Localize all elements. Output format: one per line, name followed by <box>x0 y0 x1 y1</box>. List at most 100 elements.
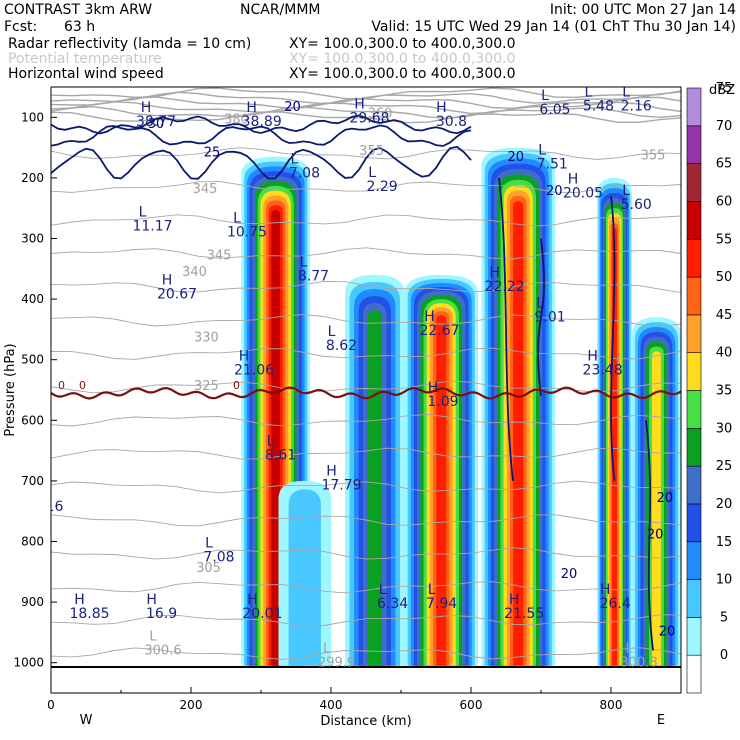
high-low-marker-20: L8.62 <box>326 324 357 354</box>
x-axis-label: Distance (km) <box>320 714 411 729</box>
theta-label-5: 345 <box>193 182 218 197</box>
theta-line-16 <box>51 447 681 460</box>
high-low-marker-2: H38.89 <box>242 100 282 130</box>
high-low-value: 38.77 <box>136 114 176 130</box>
x-end-label-east: E <box>657 713 665 728</box>
high-low-marker-9: L7.08 <box>289 152 320 182</box>
high-low-type: H <box>74 592 85 608</box>
theta-line-21 <box>51 614 681 627</box>
wind-contour-vertical-1 <box>498 177 514 482</box>
high-low-type: L <box>323 642 331 657</box>
colorbar-label-45: 45 <box>716 308 733 323</box>
high-low-type: L <box>536 295 544 311</box>
x-tick-label-3: 400 <box>320 698 343 712</box>
high-low-type: L <box>368 165 376 181</box>
colorbar-label-40: 40 <box>716 346 733 361</box>
high-low-value: 16.9 <box>146 606 177 622</box>
wind-label-5: 20 <box>546 184 563 199</box>
y-tick-label-8: 800 <box>21 535 44 549</box>
high-low-type: H <box>424 309 435 325</box>
high-low-marker-24: L8.61 <box>265 433 296 463</box>
theta-line-3 <box>51 96 681 110</box>
high-low-value: 299.9 <box>318 656 355 671</box>
freezing-level-label-2: 0 <box>79 379 86 392</box>
high-low-type: H <box>436 100 447 116</box>
reflectivity-cell-2-band-2 <box>288 489 321 666</box>
freezing-level-label-1: 0 <box>58 379 65 392</box>
high-low-value: 23.48 <box>583 363 623 379</box>
high-low-type: L <box>267 433 275 449</box>
high-low-type: L <box>541 88 549 104</box>
x-axis: 0 200 400 600 800 <box>47 687 622 712</box>
high-low-marker-16: L8.77 <box>298 255 329 285</box>
wind-label-6: 20 <box>657 491 674 506</box>
y-tick-label-2: 200 <box>21 171 44 185</box>
high-low-marker-5: L6.05 <box>539 88 570 118</box>
x-tick-label-2: 200 <box>180 698 203 712</box>
high-low-marker-4: H30.8 <box>436 100 467 130</box>
colorbar-label-0: 0 <box>720 648 728 663</box>
theta-label-8: 330 <box>194 331 219 346</box>
colorbar-swatch-15 <box>686 541 702 580</box>
high-low-value: 20.67 <box>157 286 197 302</box>
colorbar: 0 5 10 15 20 25 30 35 40 45 50 55 60 65 70 75 <box>686 81 733 694</box>
colorbar-label-15: 15 <box>716 535 733 550</box>
colorbar-label-5: 5 <box>720 610 728 625</box>
high-low-value: 22.22 <box>485 279 525 295</box>
y-tick-label-7: 700 <box>21 474 44 488</box>
high-low-value: 7.94 <box>426 596 457 612</box>
high-low-marker-26: L7.08 <box>203 535 234 565</box>
field-name-reflectivity: Radar reflectivity (lamda = 10 cm) <box>8 36 251 52</box>
x-tick-label-1: 0 <box>47 698 55 712</box>
theta-line-11 <box>51 280 681 294</box>
theta-label-7: 340 <box>182 265 207 280</box>
high-low-marker-7: L2.16 <box>621 87 652 114</box>
colorbar-label-70: 70 <box>716 119 733 134</box>
wind-label-3: 25 <box>204 146 221 161</box>
colorbar-swatch-75 <box>686 87 702 127</box>
colorbar-swatch-70 <box>686 125 702 164</box>
wind-contour-3 <box>51 145 472 180</box>
high-low-type: L <box>300 255 308 271</box>
theta-line-13 <box>51 347 681 360</box>
theta-line-8 <box>51 180 681 194</box>
x-end-label-west: W <box>80 713 93 728</box>
high-low-marker-21: H21.06 <box>234 349 274 379</box>
wind-contour-vertical-2 <box>537 238 545 397</box>
high-low-type: L <box>139 204 147 220</box>
wind-contour-vertical-4 <box>645 420 654 651</box>
high-low-type: H <box>600 582 611 598</box>
high-low-type: L <box>328 324 336 340</box>
theta-line-22 <box>51 647 681 660</box>
colorbar-swatch-5 <box>686 617 702 656</box>
theta-line-9 <box>51 214 681 227</box>
high-low-marker-30: L6.34 <box>377 582 408 612</box>
high-low-marker-15: H22.22 <box>485 265 525 295</box>
high-low-value: 300.8 <box>620 656 657 671</box>
theta-line-4 <box>51 101 681 115</box>
high-low-type: H <box>354 97 365 113</box>
high-low-type: H <box>162 272 173 288</box>
theta-label-1: 380 <box>224 112 249 127</box>
y-tick-label-10: 1000 <box>13 656 44 670</box>
plot-frame <box>50 86 682 694</box>
high-low-marker-19: L9.01 <box>535 295 566 325</box>
theta-isentropes <box>51 87 681 660</box>
high-low-marker-14: L10.75 <box>227 210 267 240</box>
colorbar-swatch-30 <box>686 428 702 467</box>
reflectivity-cell-1-band-12 <box>271 210 281 666</box>
high-low-type: H <box>428 380 439 396</box>
theta-line-19 <box>51 547 681 560</box>
high-low-marker-29: H20.01 <box>242 592 282 622</box>
high-low-marker-11: H20.05 <box>563 172 603 202</box>
high-low-value: 7.08 <box>289 166 320 182</box>
high-low-value: 21.06 <box>234 363 274 379</box>
high-low-value: 26.4 <box>600 596 631 612</box>
wind-label-1: 20 <box>284 100 301 115</box>
high-low-marker-22: H23.48 <box>583 349 623 379</box>
field-name-theta: Potential temperature <box>8 51 162 67</box>
reflectivity-cell-5-band-11 <box>513 201 524 666</box>
high-low-value: 18.85 <box>69 606 109 622</box>
